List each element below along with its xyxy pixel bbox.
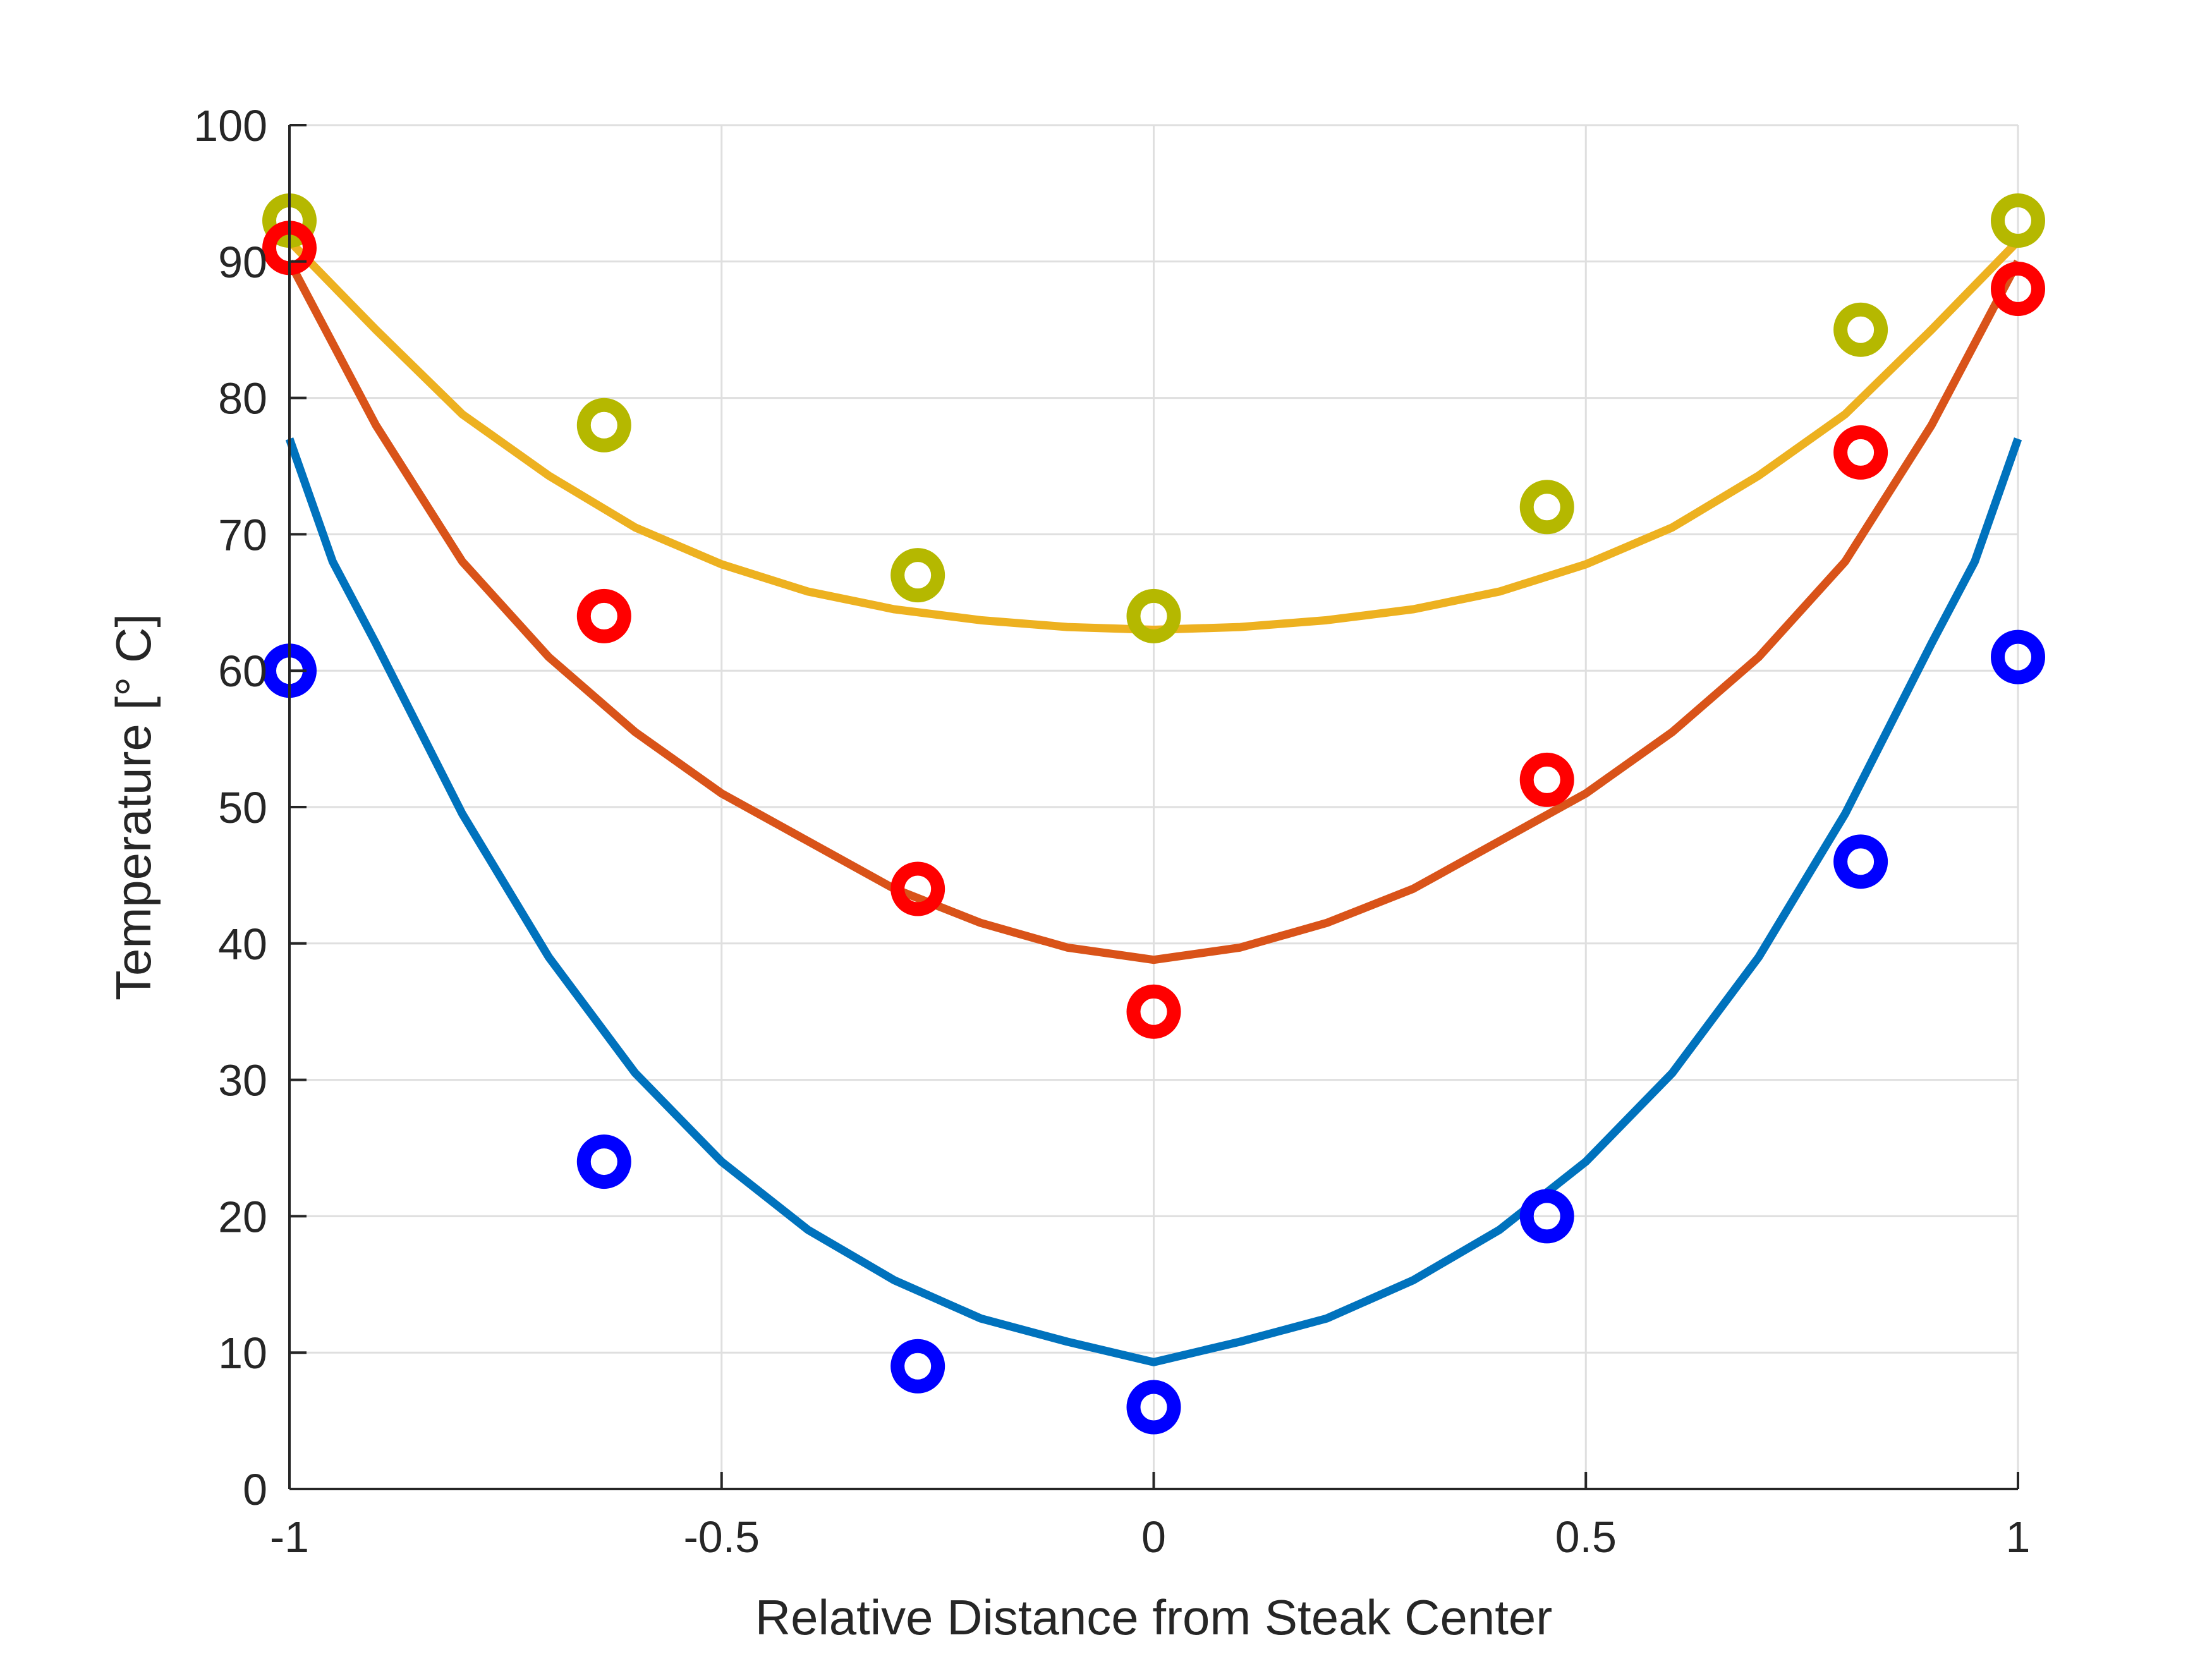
data-point-3 (576, 1134, 631, 1189)
x-tick-label: 0.5 (1555, 1512, 1617, 1562)
x-tick-label: -1 (270, 1512, 309, 1562)
x-tick-label: -0.5 (683, 1512, 760, 1562)
y-tick-label: 90 (218, 238, 267, 287)
data-point-1 (890, 548, 945, 603)
data-point-1 (1126, 588, 1181, 643)
data-point-3 (1991, 629, 2045, 684)
data-point-3 (1126, 1380, 1181, 1435)
data-point-1 (1519, 480, 1574, 535)
data-point-3 (1519, 1189, 1574, 1244)
data-point-3 (890, 1339, 945, 1394)
axes (288, 124, 2019, 1490)
y-tick-label: 10 (218, 1328, 267, 1378)
x-tick-label: 0 (1141, 1512, 1166, 1562)
data-point-2 (576, 588, 631, 643)
fit-line-3 (285, 437, 2022, 1366)
fit-line-2 (286, 259, 2022, 964)
y-tick-label: 50 (218, 783, 267, 832)
y-axis-label: Temperature [° C] (106, 614, 161, 1000)
y-tick-label: 30 (218, 1056, 267, 1105)
data-point-2 (1833, 425, 1888, 480)
x-tick-label: 1 (2006, 1512, 2031, 1562)
y-tick-label: 0 (243, 1465, 267, 1514)
y-tick-label: 60 (218, 647, 267, 696)
data-point-1 (1991, 193, 2045, 248)
y-tick-label: 80 (218, 374, 267, 423)
data-point-2 (1991, 261, 2045, 316)
y-tick-labels: 0 10 20 30 40 50 60 70 80 90 100 (193, 101, 267, 1514)
data-point-3 (1833, 834, 1888, 889)
y-tick-label: 20 (218, 1192, 267, 1241)
data-point-2 (890, 861, 945, 916)
data-point-2 (1126, 984, 1181, 1039)
y-tick-label: 40 (218, 920, 267, 969)
y-tick-label: 100 (193, 101, 267, 150)
data-point-1 (1833, 302, 1888, 357)
data-point-1 (576, 398, 631, 453)
data-point-2 (1519, 752, 1574, 807)
y-tick-label: 70 (218, 510, 267, 559)
x-axis-label: Relative Distance from Steak Center (755, 1589, 1553, 1645)
x-tick-labels: -1 -0.5 0 0.5 1 (270, 1512, 2031, 1562)
